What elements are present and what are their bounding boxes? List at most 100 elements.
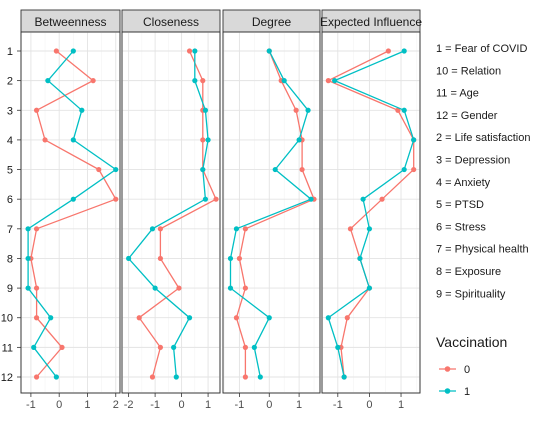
facet-title: Expected Influence bbox=[320, 15, 422, 29]
data-point bbox=[294, 108, 299, 113]
facet-title: Closeness bbox=[143, 15, 199, 29]
category-key-item: 8 = Exposure bbox=[436, 266, 501, 278]
data-point bbox=[308, 197, 313, 202]
data-point bbox=[158, 226, 163, 231]
data-point bbox=[25, 285, 30, 290]
data-point bbox=[243, 345, 248, 350]
data-point bbox=[59, 345, 64, 350]
y-tick-label: 10 bbox=[1, 313, 13, 325]
x-tick-label: 1 bbox=[205, 399, 211, 411]
data-point bbox=[31, 345, 36, 350]
data-point bbox=[79, 108, 84, 113]
data-point bbox=[342, 374, 347, 379]
facet-panel: Expected Influence -1 0 1 bbox=[320, 10, 422, 411]
data-point bbox=[150, 226, 155, 231]
x-tick-label: -1 bbox=[333, 399, 343, 411]
facet-panel: Degree-1 0 1 bbox=[223, 10, 320, 411]
x-tick-label: 0 bbox=[366, 399, 372, 411]
x-tick-label: 0 bbox=[56, 399, 62, 411]
y-tick-label: 9 bbox=[7, 283, 13, 295]
data-point bbox=[411, 167, 416, 172]
data-point bbox=[34, 108, 39, 113]
data-point bbox=[200, 167, 205, 172]
data-point bbox=[228, 256, 233, 261]
panel-background bbox=[223, 32, 320, 393]
category-key-item: 9 = Spirituality bbox=[436, 288, 506, 300]
data-point bbox=[297, 137, 302, 142]
data-point bbox=[243, 374, 248, 379]
data-point bbox=[379, 197, 384, 202]
data-point bbox=[367, 226, 372, 231]
data-point bbox=[158, 345, 163, 350]
data-point bbox=[48, 315, 53, 320]
facet-title: Betweenness bbox=[34, 15, 106, 29]
data-point bbox=[348, 226, 353, 231]
data-point bbox=[54, 374, 59, 379]
data-point bbox=[267, 48, 272, 53]
data-point bbox=[326, 315, 331, 320]
y-tick-label: 6 bbox=[7, 194, 13, 206]
data-point bbox=[34, 226, 39, 231]
data-point bbox=[402, 108, 407, 113]
data-point bbox=[243, 226, 248, 231]
data-point bbox=[205, 137, 210, 142]
data-point bbox=[357, 256, 362, 261]
data-point bbox=[91, 78, 96, 83]
data-point bbox=[113, 167, 118, 172]
y-tick-label: 3 bbox=[7, 105, 13, 117]
data-point bbox=[332, 78, 337, 83]
x-tick-label: 1 bbox=[398, 399, 404, 411]
data-point bbox=[386, 48, 391, 53]
data-point bbox=[187, 315, 192, 320]
x-tick-label: 1 bbox=[84, 399, 90, 411]
legend-key-point bbox=[445, 366, 451, 372]
y-axis: 123456789101112 bbox=[1, 46, 21, 384]
category-key-item: 5 = PTSD bbox=[436, 199, 484, 211]
data-point bbox=[234, 226, 239, 231]
data-point bbox=[237, 256, 242, 261]
data-point bbox=[71, 48, 76, 53]
y-tick-label: 2 bbox=[7, 76, 13, 88]
x-tick-label: 0 bbox=[266, 399, 272, 411]
data-point bbox=[367, 285, 372, 290]
data-point bbox=[200, 78, 205, 83]
y-tick-label: 8 bbox=[7, 253, 13, 265]
data-point bbox=[126, 256, 131, 261]
category-key-item: 3 = Depression bbox=[436, 155, 510, 167]
legend: Vaccination 0 1 bbox=[436, 334, 507, 398]
panel-background bbox=[21, 32, 120, 393]
data-point bbox=[252, 345, 257, 350]
data-point bbox=[71, 197, 76, 202]
data-point bbox=[402, 167, 407, 172]
data-point bbox=[200, 137, 205, 142]
y-tick-label: 1 bbox=[7, 46, 13, 58]
data-point bbox=[345, 315, 350, 320]
category-key-item: 10 = Relation bbox=[436, 65, 501, 77]
category-key-item: 6 = Stress bbox=[436, 221, 486, 233]
category-key-item: 2 = Life satisfaction bbox=[436, 132, 530, 144]
facet-title: Degree bbox=[252, 15, 292, 29]
data-point bbox=[192, 78, 197, 83]
y-tick-label: 12 bbox=[1, 372, 13, 384]
x-tick-label: -1 bbox=[235, 399, 245, 411]
data-point bbox=[267, 315, 272, 320]
data-point bbox=[411, 137, 416, 142]
data-point bbox=[158, 256, 163, 261]
data-point bbox=[326, 78, 331, 83]
data-point bbox=[203, 108, 208, 113]
data-point bbox=[213, 197, 218, 202]
data-point bbox=[402, 48, 407, 53]
data-point bbox=[273, 167, 278, 172]
data-point bbox=[203, 197, 208, 202]
data-point bbox=[187, 48, 192, 53]
legend-entry-label: 0 bbox=[464, 364, 470, 376]
x-tick-label: 0 bbox=[179, 399, 185, 411]
data-point bbox=[34, 285, 39, 290]
data-point bbox=[335, 345, 340, 350]
data-point bbox=[34, 315, 39, 320]
legend-title: Vaccination bbox=[436, 334, 507, 350]
facet-panel: Betweenness -1 0 1 2 bbox=[21, 10, 120, 411]
data-point bbox=[42, 137, 47, 142]
category-key-item: 11 = Age bbox=[436, 88, 479, 100]
